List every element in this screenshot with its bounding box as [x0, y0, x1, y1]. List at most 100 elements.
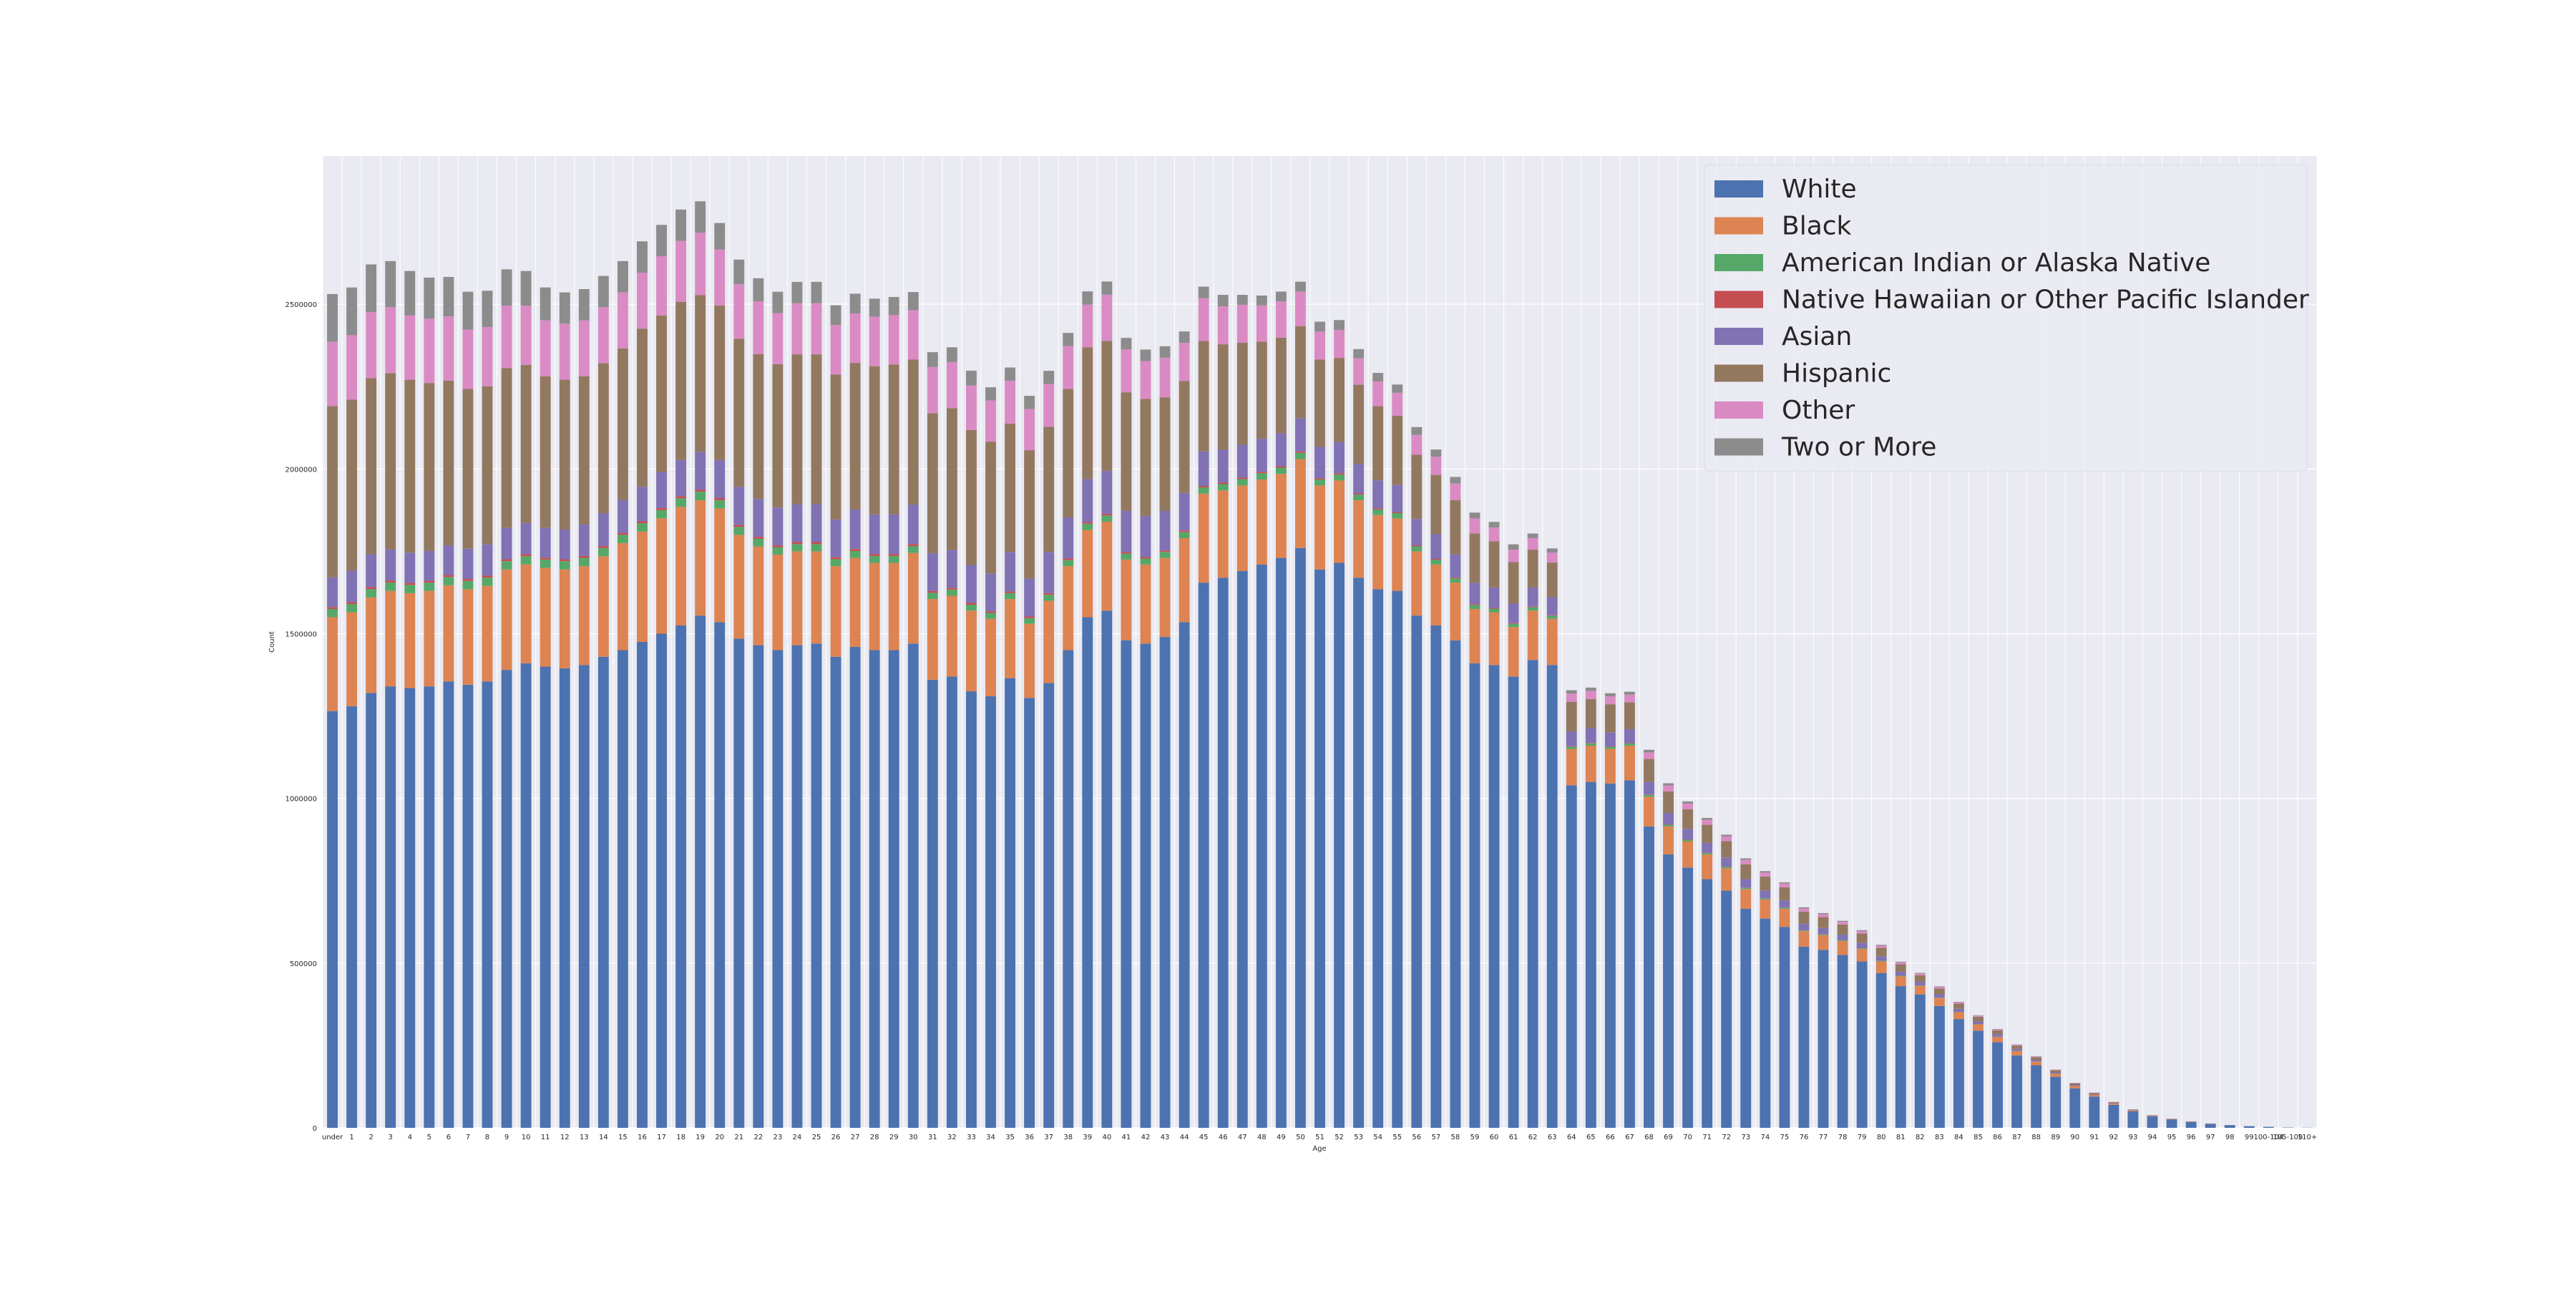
bar-segment: [404, 552, 415, 583]
bar-segment: [714, 622, 725, 1128]
bar-segment: [1024, 618, 1035, 624]
bar-segment: [2263, 1127, 2274, 1128]
legend-swatch: [1714, 291, 1763, 308]
bar-segment: [695, 452, 706, 489]
bar-segment: [1353, 349, 1364, 359]
bar-segment: [714, 306, 725, 460]
bar-segment: [385, 307, 396, 373]
x-tick-label: 94: [2148, 1134, 2157, 1141]
bar-segment: [1082, 291, 1093, 304]
bar-segment: [579, 566, 590, 665]
bar-segment: [985, 573, 996, 611]
bar-segment: [2089, 1096, 2099, 1128]
bar-segment: [1179, 622, 1190, 1128]
x-tick-label: 67: [1625, 1134, 1634, 1141]
x-tick-label: 47: [1238, 1134, 1247, 1141]
x-tick-label: 2: [369, 1134, 373, 1141]
bar-segment: [1644, 782, 1654, 794]
bar-segment: [1101, 610, 1112, 1128]
bar-segment: [1973, 1015, 1984, 1017]
bar-segment: [1702, 879, 1712, 1128]
bar-segment: [966, 371, 977, 386]
bar-segment: [695, 500, 706, 615]
bar-segment: [733, 284, 744, 338]
bar-segment: [1101, 281, 1112, 294]
bar-segment: [598, 556, 609, 656]
bar-segment: [1024, 698, 1035, 1128]
bar-segment: [947, 347, 957, 362]
bar-segment: [1353, 359, 1364, 385]
bar-segment: [1838, 940, 1848, 941]
bar-segment: [502, 528, 512, 560]
bar-segment: [1760, 919, 1770, 1128]
bar-segment: [1857, 943, 1868, 948]
bar-segment: [1005, 424, 1015, 552]
bar-segment: [327, 617, 338, 711]
bar-segment: [1411, 551, 1422, 615]
bar-segment: [1624, 702, 1635, 729]
bar-segment: [637, 241, 648, 273]
bar-segment: [985, 696, 996, 1128]
bar-segment: [889, 554, 899, 556]
bar-segment: [908, 544, 919, 546]
bar-segment: [1779, 908, 1790, 909]
legend-swatch: [1714, 218, 1763, 235]
y-tick-label: 2000000: [285, 466, 317, 474]
x-tick-label: 83: [1935, 1134, 1944, 1141]
x-tick-label: 14: [599, 1134, 608, 1141]
bar-segment: [831, 306, 841, 326]
bar-segment: [462, 589, 473, 684]
bar-segment: [598, 548, 609, 557]
bar-segment: [1702, 854, 1712, 880]
legend-label: White: [1782, 175, 1857, 204]
bar-segment: [966, 610, 977, 691]
legend-label: Two or More: [1781, 433, 1936, 462]
bar-segment: [733, 260, 744, 285]
x-tick-label: 12: [560, 1134, 570, 1141]
x-tick-label: 82: [1916, 1134, 1925, 1141]
bar-segment: [1896, 986, 1906, 1128]
bar-segment: [1372, 515, 1383, 590]
bar-segment: [366, 264, 376, 312]
bar-segment: [1605, 704, 1616, 732]
bar-segment: [811, 354, 822, 504]
bar-segment: [889, 315, 899, 364]
x-tick-label: 24: [793, 1134, 802, 1141]
bar-segment: [2089, 1095, 2099, 1096]
bar-segment: [1760, 900, 1770, 919]
bar-segment: [1392, 591, 1402, 1128]
bar-segment: [424, 591, 434, 686]
bar-segment: [1005, 593, 1015, 599]
bar-segment: [1779, 900, 1790, 907]
bar-segment: [753, 539, 763, 547]
bar-segment: [1528, 660, 1538, 1128]
bar-segment: [1934, 1006, 1945, 1128]
x-tick-label: 85: [1974, 1134, 1983, 1141]
x-tick-label: 6: [447, 1134, 451, 1141]
x-tick-label: 54: [1373, 1134, 1382, 1141]
bar-segment: [1082, 524, 1093, 530]
bar-segment: [1179, 343, 1190, 381]
bar-segment: [1992, 1029, 2003, 1030]
x-tick-label: 64: [1567, 1134, 1576, 1141]
bar-segment: [1237, 479, 1248, 486]
y-tick-label: 0: [313, 1125, 317, 1133]
bar-segment: [1740, 860, 1751, 864]
bar-segment: [521, 271, 532, 306]
x-tick-label: 49: [1277, 1134, 1286, 1141]
x-tick-label: 93: [2129, 1134, 2138, 1141]
bar-segment: [1372, 406, 1383, 481]
bar-segment: [1295, 291, 1306, 326]
bar-segment: [1528, 550, 1538, 588]
bar-segment: [1101, 515, 1112, 522]
bar-segment: [753, 547, 763, 646]
bar-segment: [2069, 1085, 2080, 1086]
bar-segment: [850, 647, 861, 1128]
bar-segment: [1121, 392, 1131, 511]
bar-segment: [714, 250, 725, 306]
bar-segment: [1141, 349, 1151, 361]
bar-segment: [424, 318, 434, 383]
bar-segment: [1953, 1002, 1964, 1003]
x-tick-label: 18: [676, 1134, 686, 1141]
